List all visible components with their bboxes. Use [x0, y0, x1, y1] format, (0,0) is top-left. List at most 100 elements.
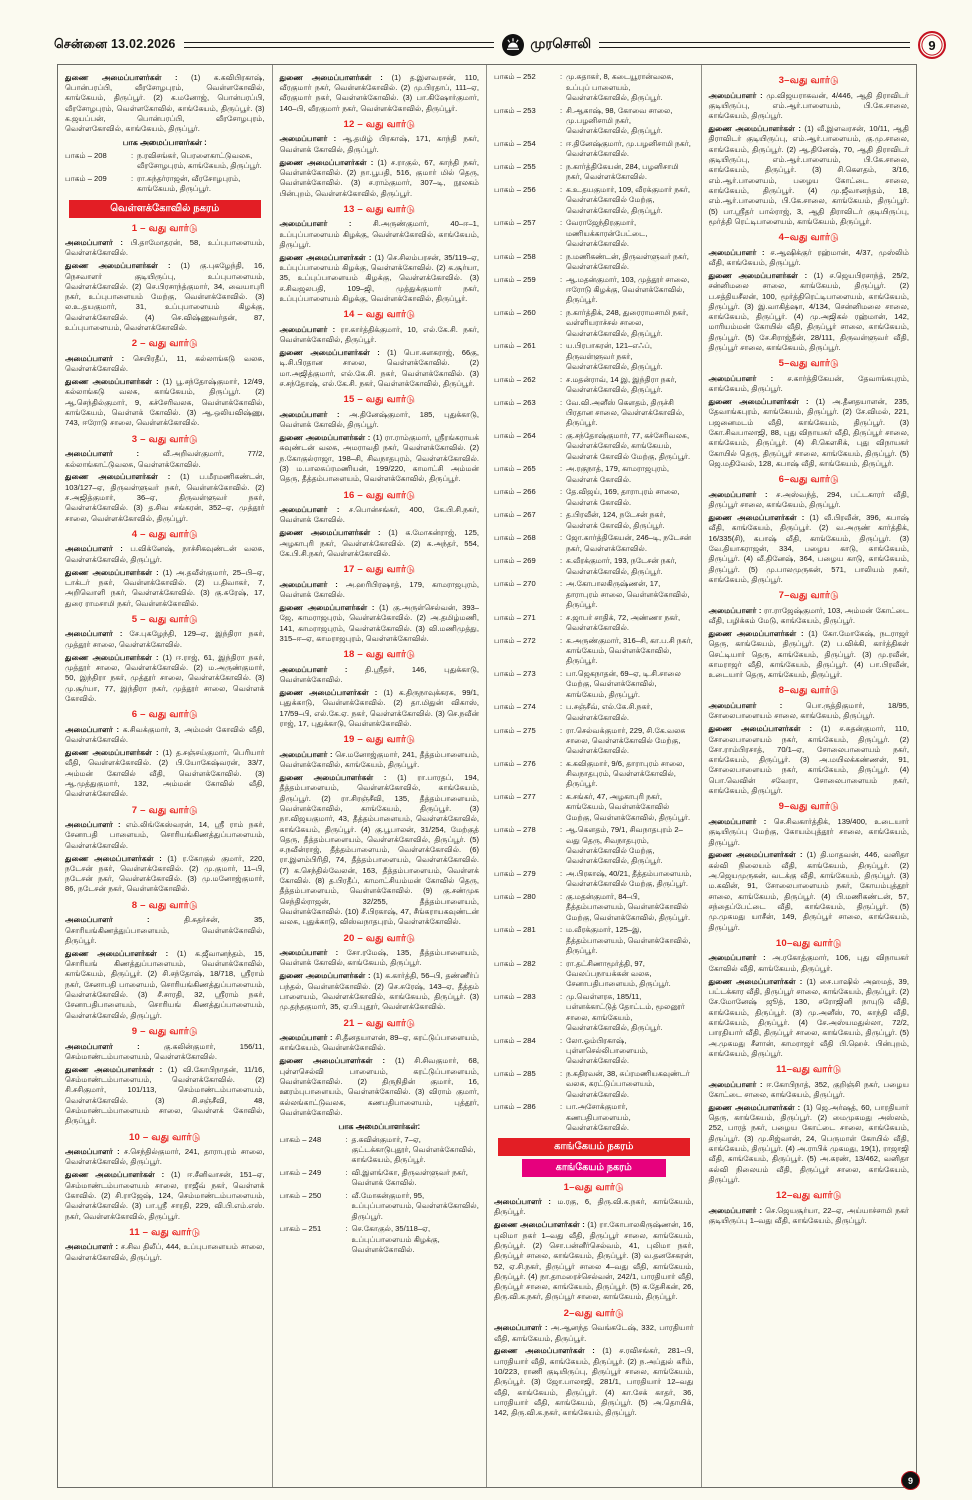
part-entry: பாகம் – 276: க.கவிகுமார், 9/6, தாராபுரம் … — [494, 759, 694, 790]
content-box: துணை அமைப்பாளர்கள் : (1) க.கவிபிரகாஷ், ப… — [57, 64, 917, 1488]
org-paragraph: அமைப்பாளர் : சோ.ரமேஷ், 135, தீத்தம்பாளைய… — [279, 948, 480, 968]
part-entry: பாகம் – 268: ஜோ.கார்த்திகேயன், 246–டி, நட… — [494, 533, 694, 554]
part-colon: : — [559, 274, 563, 284]
part-entry: பாகம் – 265: அ.ரகுநாத், 179, காமராஜபுரம்,… — [494, 464, 694, 485]
masthead-rule-left — [183, 42, 495, 48]
ward-heading: 4 – வது வார்டு — [131, 528, 198, 540]
part-colon: : — [559, 397, 563, 407]
part-entry: பாகம் – 266: தே.விஜய், 169, தாராபுரம் சால… — [494, 487, 694, 508]
part-entry: பாகம் – 261: ய.பிரபாகரன், 121–எஃப், திருவ… — [494, 341, 694, 372]
ward-heading: 4–வது வார்டு — [778, 232, 839, 244]
org-role-label: அமைப்பாளர் : — [65, 915, 184, 925]
org-role-label: அமைப்பாளர் : — [279, 409, 350, 419]
ward-heading: 13 – வது வார்டு — [343, 203, 415, 215]
part-entry: பாகம் – 270: அ.கோபாலகிருஷ்ணன், 17, தாராபு… — [494, 579, 694, 610]
org-paragraph: அமைப்பாளர் : அ.தினேஷ்குமார், 185, புதுக்… — [279, 409, 479, 430]
org-paragraph: துணை அமைப்பாளர்கள் : (1) ச.ஜெயபிரசாந்த்,… — [708, 270, 910, 353]
org-role-label: துணை அமைப்பாளர்கள் : — [65, 472, 181, 482]
org-paragraph: துணை அமைப்பாளர்கள் : (1) வீ.இளவரசன், 10/… — [708, 124, 910, 226]
part-entry: பாகம் – 253: சி.ஆகாஷ், 98, கோவை சாலை, மு.… — [494, 106, 694, 137]
org-paragraph: துணை அமைப்பாளர்கள் : (1) ஈ.ராஜ், 61, இந்… — [65, 652, 265, 703]
part-entry: பாகம் – 286: பா.அசோக்குமார், கணபதிபாளையம்… — [494, 1102, 694, 1133]
ward-heading: 8 – வது வார்டு — [131, 899, 198, 911]
org-role-label: அமைப்பாளர் : — [279, 749, 336, 759]
ward-heading: 12–வது வார்டு — [775, 1190, 842, 1202]
part-text: ந.கார்த்திக், 248, துரைராமசாமி நகர், வள்… — [566, 308, 689, 338]
part-number: பாகம் – 262 — [494, 374, 536, 384]
part-text: பா.அசோக்குமார், கணபதிபாளையம், வெள்ளக்கோவ… — [566, 1102, 631, 1133]
org-paragraph: துணை அமைப்பாளர்கள் : (1) கோ.மோகேஷ், நடரா… — [708, 628, 910, 680]
part-colon: : — [559, 1035, 563, 1045]
page-number-badge: 9 — [918, 31, 946, 59]
part-colon: : — [559, 958, 563, 968]
part-colon: : — [559, 725, 563, 735]
org-paragraph: அமைப்பாளர் : ஆ.தமிழ் பிரகாஷ், 171, காந்த… — [279, 134, 480, 154]
part-colon: : — [559, 892, 563, 902]
org-paragraph: அமைப்பாளர் : ப.விக்னேஷ், நாச்சிகவுண்டன் … — [65, 544, 265, 564]
org-role-label: அமைப்பாளர் : — [65, 724, 123, 734]
org-role-label: துணை அமைப்பாளர்கள் : — [279, 252, 375, 262]
part-entry: பாகம் – 271: ச.ஜாபர் சாதிக், 72, அண்ணா நக… — [494, 613, 694, 634]
org-role-label: துணை அமைப்பாளர்கள் : — [494, 1346, 603, 1356]
part-number: பாகம் – 282 — [494, 958, 536, 968]
ward-heading: 5 – வது வார்டு — [131, 613, 198, 625]
org-paragraph: அமைப்பாளர் : சி.தீனதயாளன், 89–ஏ, கரட்டுப… — [279, 1033, 480, 1053]
org-paragraph: அமைப்பாளர் : ச.பொன்சங்கர், 400, கே.பி.சி… — [279, 505, 480, 525]
ward-heading: 7–வது வார்டு — [778, 590, 839, 602]
ward-heading: 15 – வது வார்டு — [343, 394, 415, 406]
part-entry: பாகம் – 208: ந.ரவிசங்கர், பெரளைகாட்டுவலசு… — [65, 151, 265, 172]
org-role-label: துணை அமைப்பாளர்கள் : — [65, 261, 181, 271]
part-colon: : — [559, 139, 563, 149]
ward-heading: 1–வது வார்டு — [563, 1181, 624, 1193]
org-paragraph: அமைப்பாளர் : தி.ஸ்ரீதர், 146, புதுக்காடு… — [279, 664, 480, 685]
part-text: ரா.செல்வக்குமார், 229, சி.கே.வலசு சாலை, … — [566, 725, 686, 756]
part-text: த.பிரவீன், 124, நடேசன் நகர், வெள்ளக் கோவ… — [566, 510, 666, 530]
part-number: பாகம் – 286 — [494, 1102, 536, 1112]
org-paragraph: துணை அமைப்பாளர்கள் : (1) க.திருநாவுக்கரச… — [279, 688, 480, 728]
part-colon: : — [559, 185, 563, 195]
part-entry: பாகம் – 209: ரா.சுந்தர்ராஜன், வீரசோழபுரம்… — [65, 174, 265, 195]
part-text: ந.கதிரவன், 38, சுப்ரமணியகவுண்டர் வலசு, க… — [566, 1069, 690, 1099]
org-paragraph: அமைப்பாளர் : ச.சிவ திலீப், 444, உப்புபாள… — [65, 1242, 265, 1262]
part-number: பாகம் – 259 — [494, 274, 536, 284]
org-role-label: அமைப்பாளர் : — [65, 1242, 121, 1252]
part-number: பாகம் – 270 — [494, 579, 536, 589]
ward-heading: 11 – வது வார்டு — [129, 1226, 201, 1238]
part-colon: : — [559, 251, 563, 261]
ward-heading: 14 – வது வார்டு — [343, 309, 415, 321]
part-text: அ.கோபாலகிருஷ்ணன், 17, தாராபுரம் சாலை, வெ… — [566, 579, 690, 610]
ward-heading: 6 – வது வார்டு — [131, 709, 198, 721]
part-entry: பாகம் – 256: க.உ.தயகுமார், 109, வீரக்குமா… — [494, 185, 694, 216]
org-paragraph: துணை அமைப்பாளர்கள் : (1) கு.அருள்செல்வன்… — [279, 603, 480, 643]
org-paragraph: அமைப்பாளர் : எம்.லிங்கேஸ்வரன், 14, ஸ்ரீ … — [65, 820, 265, 850]
org-role-label: துணை அமைப்பாளர்கள் : — [279, 433, 373, 443]
part-number: பாகம் – 276 — [494, 758, 536, 768]
org-role-label: துணை அமைப்பாளர்கள் : — [708, 397, 816, 407]
part-colon: : — [559, 635, 563, 645]
part-number: பாகம் – 249 — [279, 1167, 322, 1177]
org-paragraph: அமைப்பாளர் : செயிரதீப், 11, கல்லாங்கடு வ… — [65, 353, 265, 374]
org-role-label: துணை அமைப்பாளர்கள் : — [65, 1064, 168, 1074]
org-role-label: அமைப்பாளர் : — [279, 1033, 336, 1043]
ward-heading: 10–வது வார்டு — [775, 937, 842, 949]
org-paragraph: துணை அமைப்பாளர்கள் : (1) க.ஜீவானந்தம், 1… — [65, 948, 265, 1020]
part-number: பாகம் – 265 — [494, 464, 536, 474]
part-entry: பாகம் – 280: கு.மதன்குமார், 84–பி, தீத்தம… — [494, 892, 694, 923]
part-text: லோ.ஓம்பிரகாஷ், புள்ளசெல்லிபாளையம், வெள்ள… — [566, 1035, 648, 1066]
part-text: த.கவின்குமார், 7–ஏ, குட்டக்காடுபுதூர், வ… — [351, 1134, 476, 1165]
org-role-label: துணை அமைப்பாளர்கள் : — [708, 628, 809, 638]
org-paragraph: துணை அமைப்பாளர்கள் : (1) ச.சுதன்குமார், … — [708, 724, 910, 796]
org-role-label: துணை அமைப்பாளர்கள் : — [65, 853, 168, 863]
part-text: ந.கார்த்திகேயன், 284, பழனிசாமி நகர், வெள… — [566, 162, 679, 182]
part-text: ரா.தட்சிணாமூர்த்தி, 97, வேலப்பநாயக்கன் வ… — [566, 958, 671, 989]
ward-heading: 20 – வது வார்டு — [343, 932, 415, 944]
org-paragraph: துணை அமைப்பாளர்கள் : (1) ரா.ராம்குமார், … — [279, 433, 480, 484]
part-text: கு.சந்தோஷ்குமார், 77, கச்சேரிவலசு, வெள்ள… — [566, 431, 691, 461]
ward-heading: 9 – வது வார்டு — [131, 1026, 198, 1037]
org-role-label: அமைப்பாளர் : — [65, 629, 130, 639]
part-number: பாகம் – 283 — [494, 992, 536, 1002]
ward-heading: 21 – வது வார்டு — [343, 1017, 415, 1029]
part-entry: பாகம் – 277: க.சங்கர், 47, அழகாபுரி நகர்,… — [494, 792, 694, 823]
org-role-label: துணை அமைப்பாளர்கள் : — [494, 1220, 588, 1230]
part-entry: பாகம் – 284: லோ.ஓம்பிரகாஷ், புள்ளசெல்லிபா… — [494, 1036, 694, 1067]
